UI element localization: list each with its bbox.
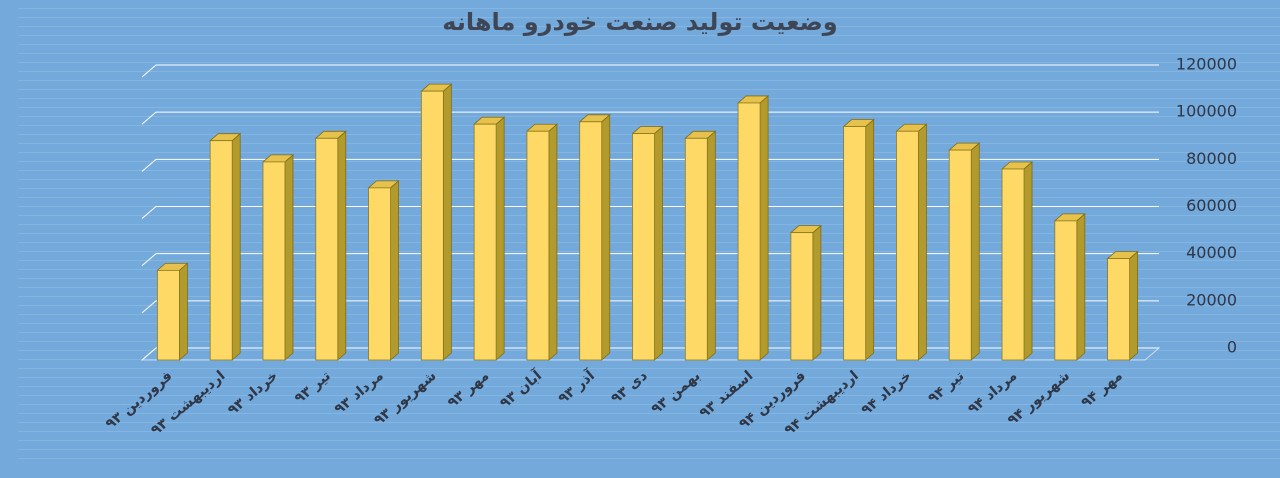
grid-line bbox=[141, 111, 1159, 125]
bar bbox=[843, 126, 867, 361]
bar-side bbox=[654, 125, 663, 361]
grid-line bbox=[141, 253, 1159, 267]
bar bbox=[526, 130, 550, 361]
bar bbox=[368, 187, 391, 361]
bar bbox=[790, 232, 814, 361]
bar-side bbox=[601, 113, 611, 361]
bar bbox=[1107, 258, 1131, 361]
y-tick-label: 80000 bbox=[1186, 149, 1237, 168]
bar-side bbox=[548, 123, 558, 361]
bar bbox=[896, 130, 919, 361]
bar bbox=[420, 90, 444, 361]
y-tick-label: 20000 bbox=[1186, 290, 1237, 309]
bar bbox=[1054, 220, 1078, 361]
bar-side bbox=[759, 95, 769, 361]
y-tick-label: 120000 bbox=[1176, 55, 1237, 74]
bar-side bbox=[812, 224, 822, 361]
y-tick-label: 0 bbox=[1227, 338, 1237, 357]
chart-title: وضعیت تولید صنعت خودرو ماهانه bbox=[442, 8, 837, 36]
bar-side bbox=[1129, 250, 1139, 361]
bar-side bbox=[284, 154, 294, 361]
bar bbox=[473, 123, 497, 361]
bar bbox=[156, 269, 180, 361]
grid-line bbox=[141, 300, 1159, 314]
bar bbox=[632, 133, 655, 361]
bar-side bbox=[390, 179, 399, 361]
grid-line bbox=[141, 347, 1159, 361]
bar bbox=[948, 149, 972, 361]
bar-side bbox=[178, 262, 188, 361]
y-tick-label: 40000 bbox=[1186, 243, 1237, 262]
bar bbox=[209, 140, 233, 361]
bar-side bbox=[337, 130, 347, 361]
bar bbox=[737, 102, 761, 361]
grid-line bbox=[141, 206, 1159, 219]
grid-line bbox=[141, 64, 1159, 78]
bar bbox=[315, 137, 339, 361]
y-tick-label: 100000 bbox=[1176, 102, 1237, 121]
bar-side bbox=[1023, 161, 1033, 361]
bar-side bbox=[865, 118, 875, 361]
bar bbox=[684, 137, 708, 361]
bar-side bbox=[970, 142, 980, 361]
bar-side bbox=[918, 123, 927, 361]
bar bbox=[262, 161, 286, 361]
bar bbox=[1001, 168, 1025, 361]
grid-line bbox=[141, 158, 1159, 172]
bar-side bbox=[706, 130, 716, 361]
bar-side bbox=[231, 132, 241, 361]
bar-side bbox=[495, 116, 505, 361]
bar-side bbox=[1076, 212, 1086, 361]
y-tick-label: 60000 bbox=[1186, 196, 1237, 215]
bar bbox=[579, 121, 603, 361]
bar-side bbox=[442, 83, 452, 361]
